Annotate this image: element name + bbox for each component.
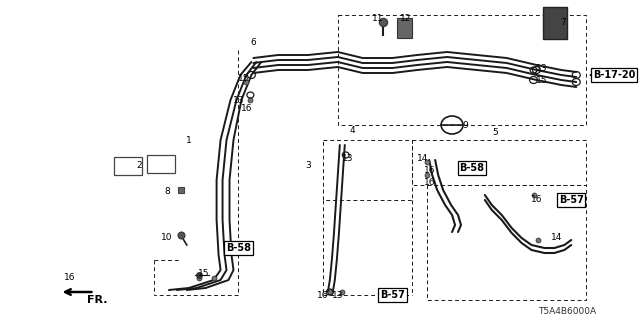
Text: FR.: FR. xyxy=(88,295,108,305)
Text: 13: 13 xyxy=(536,63,547,73)
Text: 2: 2 xyxy=(136,161,142,170)
Text: 3: 3 xyxy=(305,161,311,170)
Text: 4: 4 xyxy=(350,125,355,134)
Text: 12: 12 xyxy=(399,13,411,22)
Text: 14: 14 xyxy=(550,234,562,243)
Text: B-17-20: B-17-20 xyxy=(593,70,635,80)
Text: 16: 16 xyxy=(64,274,76,283)
Text: B-58: B-58 xyxy=(460,163,484,173)
FancyBboxPatch shape xyxy=(543,7,567,39)
Text: 16: 16 xyxy=(317,291,329,300)
Text: 1: 1 xyxy=(186,135,191,145)
Text: 7: 7 xyxy=(561,18,566,27)
Text: 6: 6 xyxy=(250,37,256,46)
Text: 8: 8 xyxy=(164,188,170,196)
Text: B-57: B-57 xyxy=(559,195,584,205)
Text: 13: 13 xyxy=(233,95,244,105)
Text: 15: 15 xyxy=(198,268,209,277)
Text: T5A4B6000A: T5A4B6000A xyxy=(538,308,596,316)
Text: 16: 16 xyxy=(424,178,435,187)
Text: 9: 9 xyxy=(462,121,468,130)
Bar xyxy=(397,18,412,38)
Text: 13: 13 xyxy=(332,291,344,300)
Text: 16: 16 xyxy=(424,165,435,174)
Text: 11: 11 xyxy=(372,13,383,22)
Text: 10: 10 xyxy=(161,234,173,243)
Text: 16: 16 xyxy=(241,103,252,113)
Text: 15: 15 xyxy=(237,74,249,83)
Text: B-58: B-58 xyxy=(226,243,251,253)
Text: 5: 5 xyxy=(492,127,498,137)
Text: 14: 14 xyxy=(417,154,428,163)
Bar xyxy=(147,155,175,173)
Text: 15: 15 xyxy=(536,76,547,84)
Text: B-57: B-57 xyxy=(380,290,405,300)
Bar xyxy=(115,157,142,175)
Text: 16: 16 xyxy=(531,196,542,204)
Text: 13: 13 xyxy=(342,154,353,163)
